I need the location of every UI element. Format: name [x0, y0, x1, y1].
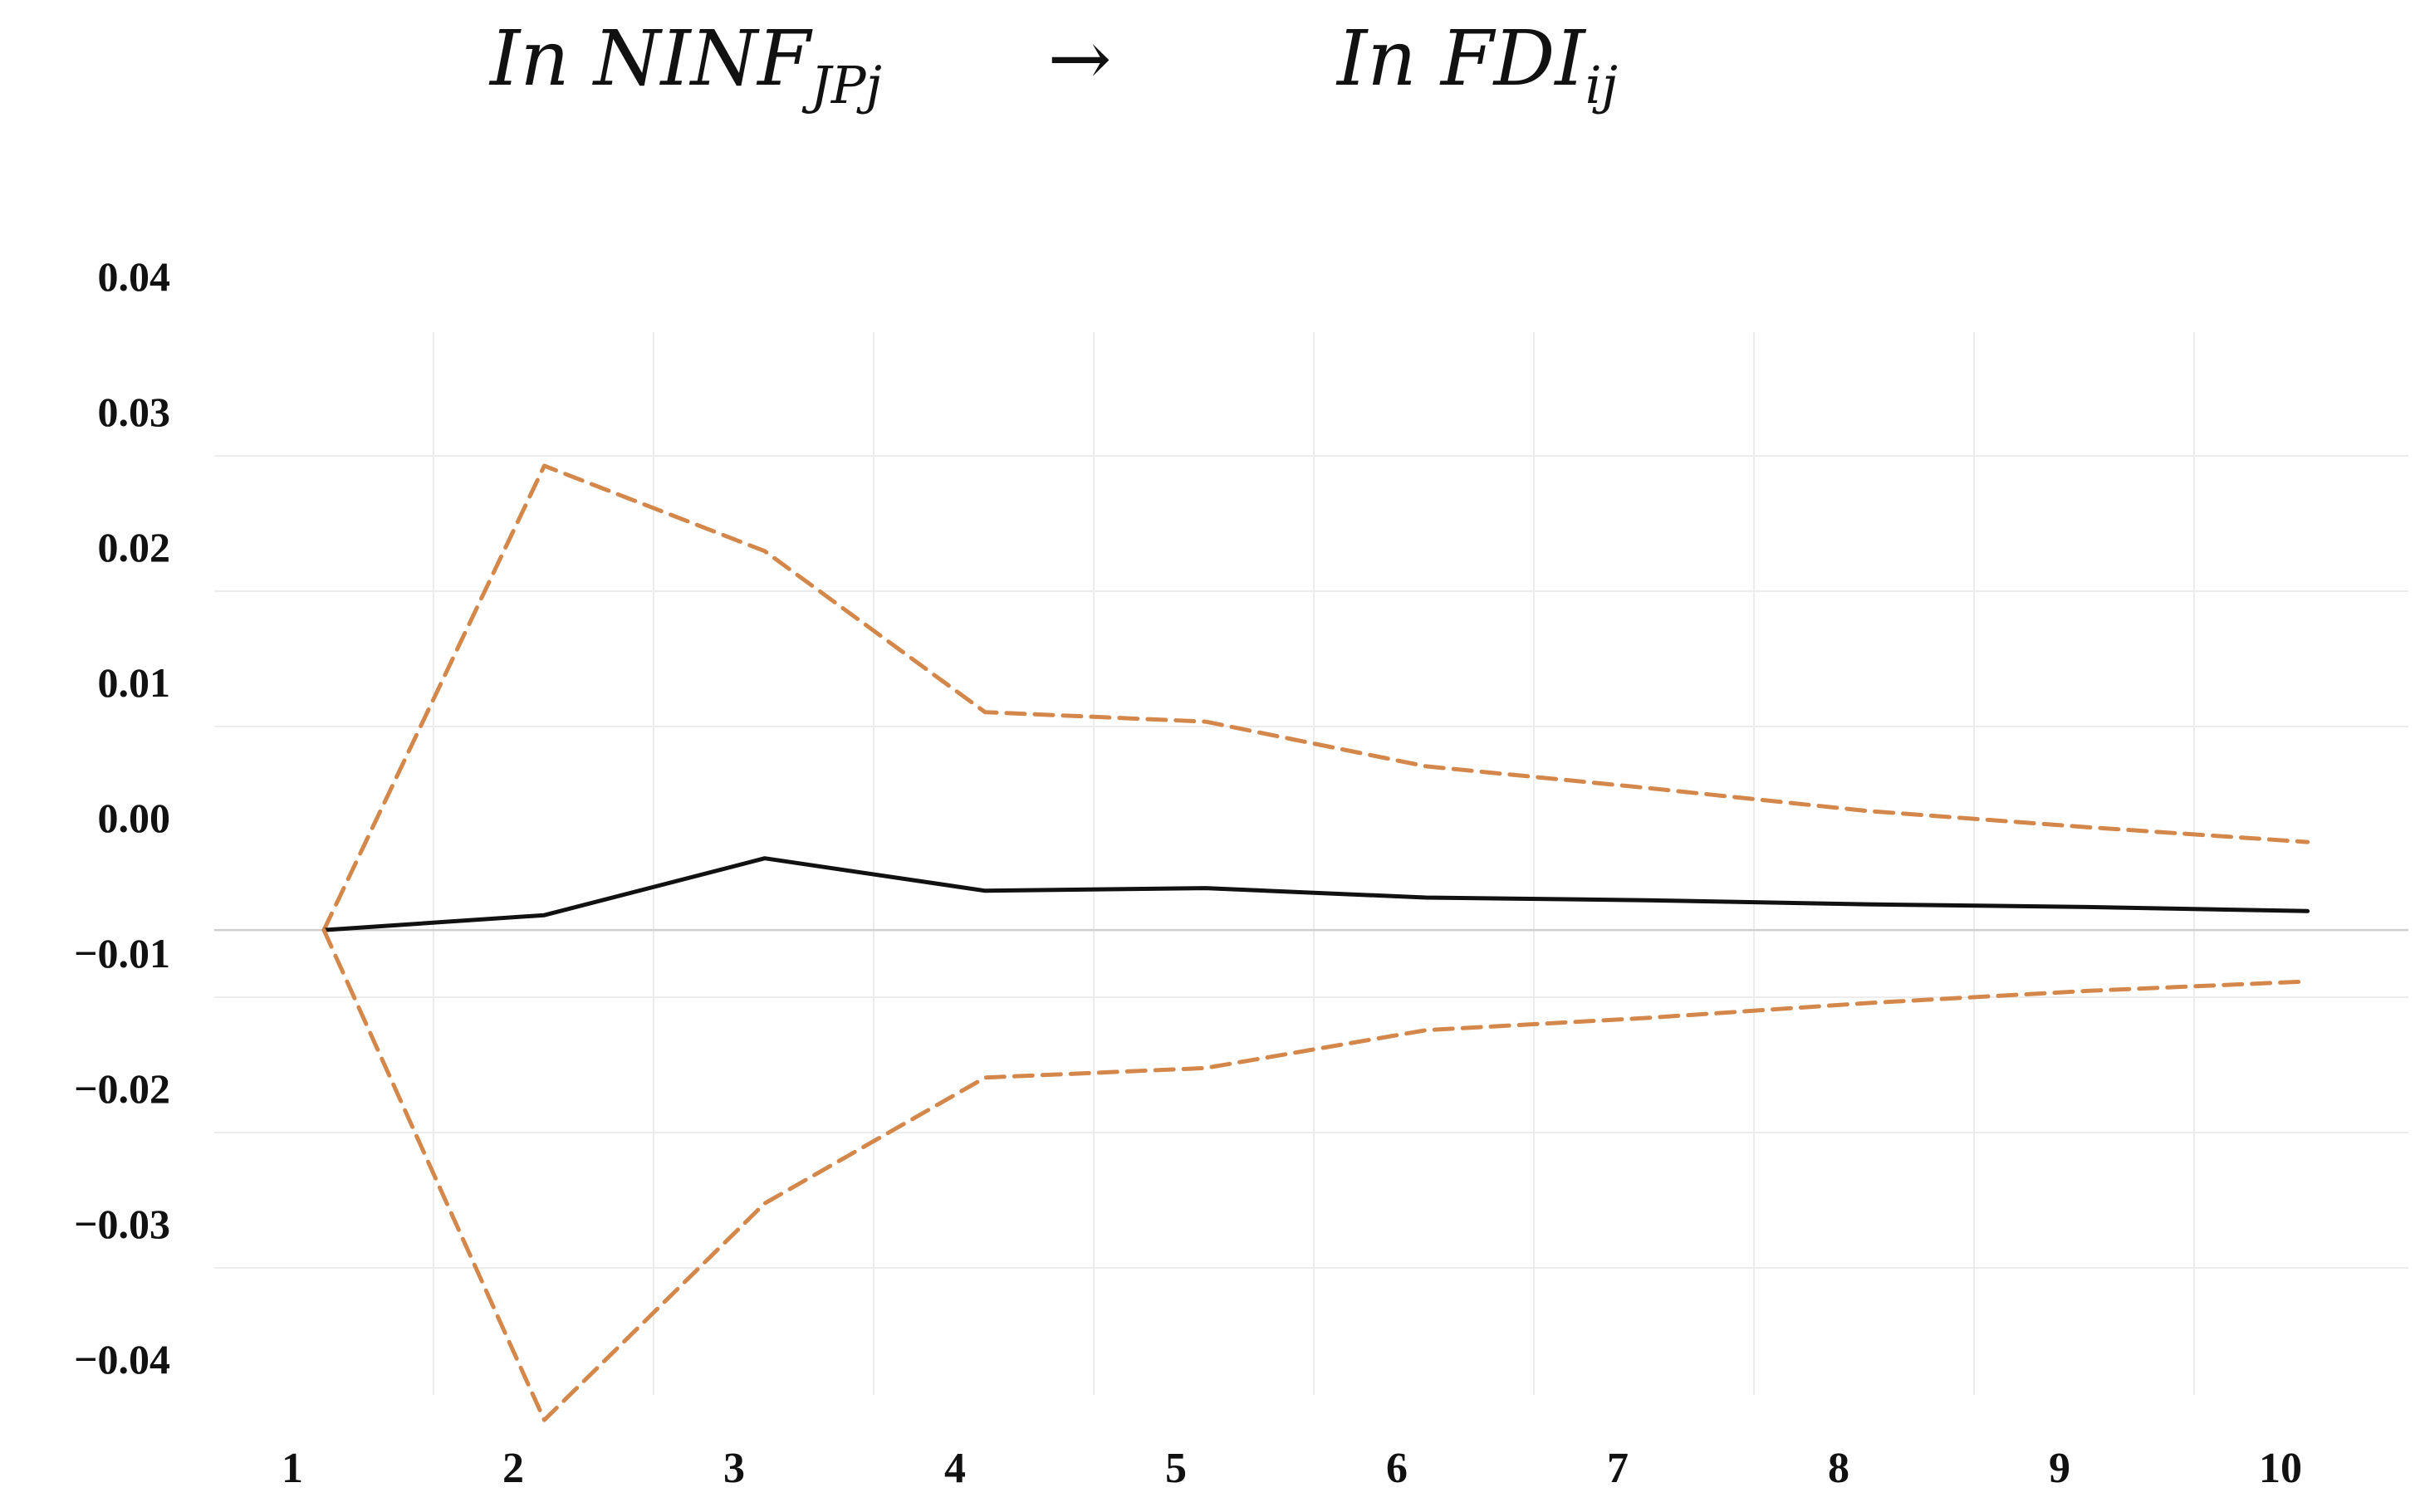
y-tick-label: 0.02: [98, 524, 171, 570]
x-tick-label: 4: [944, 1445, 966, 1492]
x-tick-label: 7: [1607, 1445, 1629, 1492]
y-tick-label: −0.01: [74, 930, 170, 976]
y-tick-label: 0.04: [98, 253, 171, 300]
y-tick-label: −0.04: [74, 1336, 170, 1382]
series: [321, 463, 2310, 1422]
svg-text:In FDIij: In FDIij: [1335, 14, 1618, 115]
x-tick-label: 1: [282, 1445, 303, 1492]
x-tick-label: 5: [1165, 1445, 1187, 1492]
title-right-subscript: ij: [1585, 55, 1618, 115]
svg-text:In NINFJPj: In NINFJPj: [488, 14, 882, 115]
y-tick-label: 0.03: [98, 389, 171, 435]
x-tick-label: 6: [1386, 1445, 1408, 1492]
y-tick-label: 0.01: [98, 659, 171, 706]
y-axis-labels: 0.04 0.03 0.02 0.01 0.00 −0.01 −0.02 −0.03 −0.04: [74, 253, 170, 1382]
grid: [214, 332, 2408, 1395]
x-tick-label: 10: [2259, 1445, 2302, 1492]
x-tick-label: 2: [502, 1445, 524, 1492]
y-tick-label: 0.00: [98, 795, 171, 841]
title-left: In NINF: [488, 14, 813, 103]
series-line-upper: [321, 463, 2310, 932]
x-tick-label: 8: [1828, 1445, 1849, 1492]
title-right: In FDI: [1335, 14, 1586, 103]
x-axis-labels: 1 2 3 4 5 6 7 8 9 10: [282, 1445, 2302, 1492]
series-line-lower: [321, 927, 2310, 1422]
chart-title: In NINFJPj → In FDIij: [488, 14, 1618, 115]
series-line-response: [321, 856, 2310, 932]
title-left-subscript: JPj: [801, 55, 882, 115]
y-tick-label: −0.03: [74, 1201, 170, 1247]
y-tick-label: −0.02: [74, 1065, 170, 1112]
x-tick-label: 9: [2049, 1445, 2070, 1492]
title-arrow: →: [1047, 14, 1111, 103]
x-tick-label: 3: [723, 1445, 745, 1492]
